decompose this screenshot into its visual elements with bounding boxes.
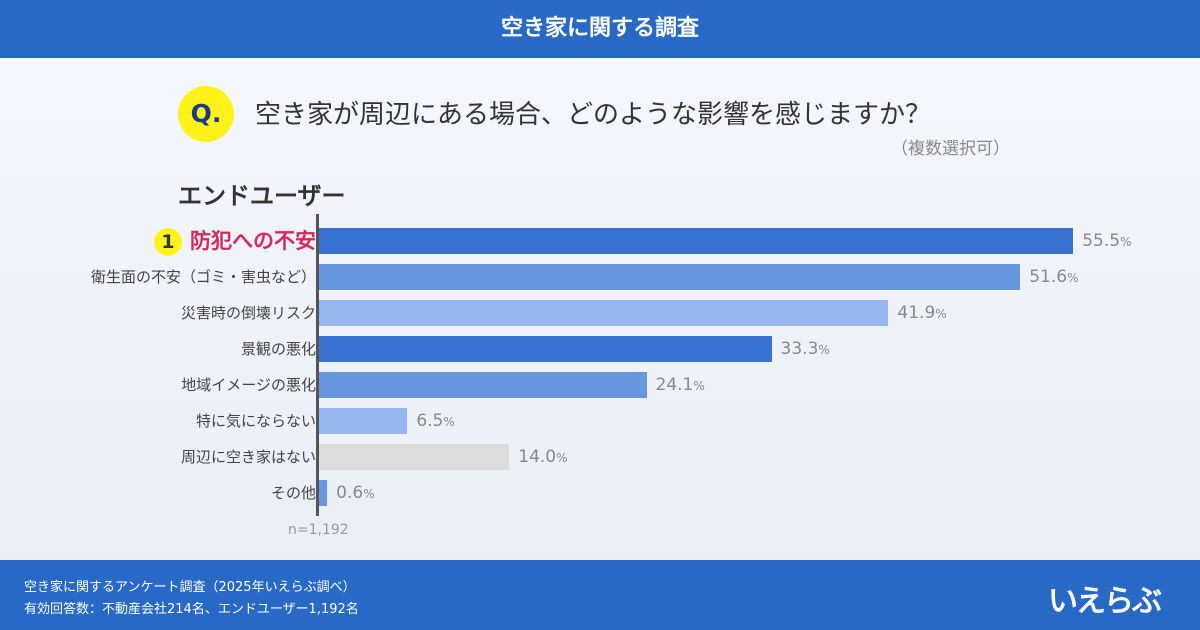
bar: [319, 264, 1021, 290]
category-label: 地域イメージの悪化: [181, 372, 316, 398]
category-text: その他: [270, 484, 316, 502]
bar: [319, 228, 1074, 254]
category-label: 景観の悪化: [241, 336, 316, 362]
category-text: 地域イメージの悪化: [181, 376, 316, 394]
category-text: 災害時の倒壊リスク: [180, 304, 316, 322]
sample-size: n=1,192: [288, 522, 349, 538]
question-badge: Q.: [178, 86, 234, 142]
value-label: 0.6%: [336, 483, 375, 503]
respondent-count: 有効回答数：不動産会社214名、エンドユーザー1,192名: [24, 602, 359, 617]
bar: [319, 480, 328, 506]
category-label: その他: [271, 480, 316, 506]
value-label: 41.9%: [897, 303, 947, 323]
category-text: 景観の悪化: [240, 340, 316, 358]
segment-label: エンドユーザー: [178, 182, 346, 210]
category-text: 特に気にならない: [195, 412, 316, 430]
category-label: 災害時の倒壊リスク: [181, 300, 316, 326]
bar: [319, 408, 408, 434]
survey-source: 空き家に関するアンケート調査（2025年いえらぶ調べ）: [24, 580, 356, 595]
category-label: 衛生面の不安（ゴミ・害虫など）: [91, 264, 316, 290]
category-text: 衛生面の不安（ゴミ・害虫など）: [90, 268, 316, 286]
multiple-choice-note: （複数選択可）: [891, 139, 1010, 159]
category-label: 周辺に空き家はない: [181, 444, 316, 470]
category-text: 防犯への不安: [190, 229, 316, 253]
category-label: 特に気にならない: [196, 408, 316, 434]
bar: [319, 300, 889, 326]
category-text: 周辺に空き家はない: [180, 448, 316, 466]
ierabu-logo: いえらぶ: [1048, 584, 1162, 619]
value-label: 33.3%: [780, 339, 830, 359]
category-label: 1 防犯への不安: [154, 228, 316, 256]
value-label: 51.6%: [1029, 267, 1079, 287]
bar: [319, 444, 510, 470]
value-label: 6.5%: [416, 411, 455, 431]
bar: [319, 336, 772, 362]
value-label: 55.5%: [1082, 231, 1132, 251]
footer: 空き家に関するアンケート調査（2025年いえらぶ調べ） 有効回答数：不動産会社2…: [0, 560, 1200, 630]
rank-badge: 1: [154, 228, 182, 256]
question-text: 空き家が周辺にある場合、どのような影響を感じますか？: [255, 100, 932, 130]
y-axis-line: [316, 214, 319, 516]
header-title: 空き家に関する調査: [0, 0, 1200, 58]
bar: [319, 372, 647, 398]
value-label: 24.1%: [655, 375, 705, 395]
value-label: 14.0%: [518, 447, 568, 467]
